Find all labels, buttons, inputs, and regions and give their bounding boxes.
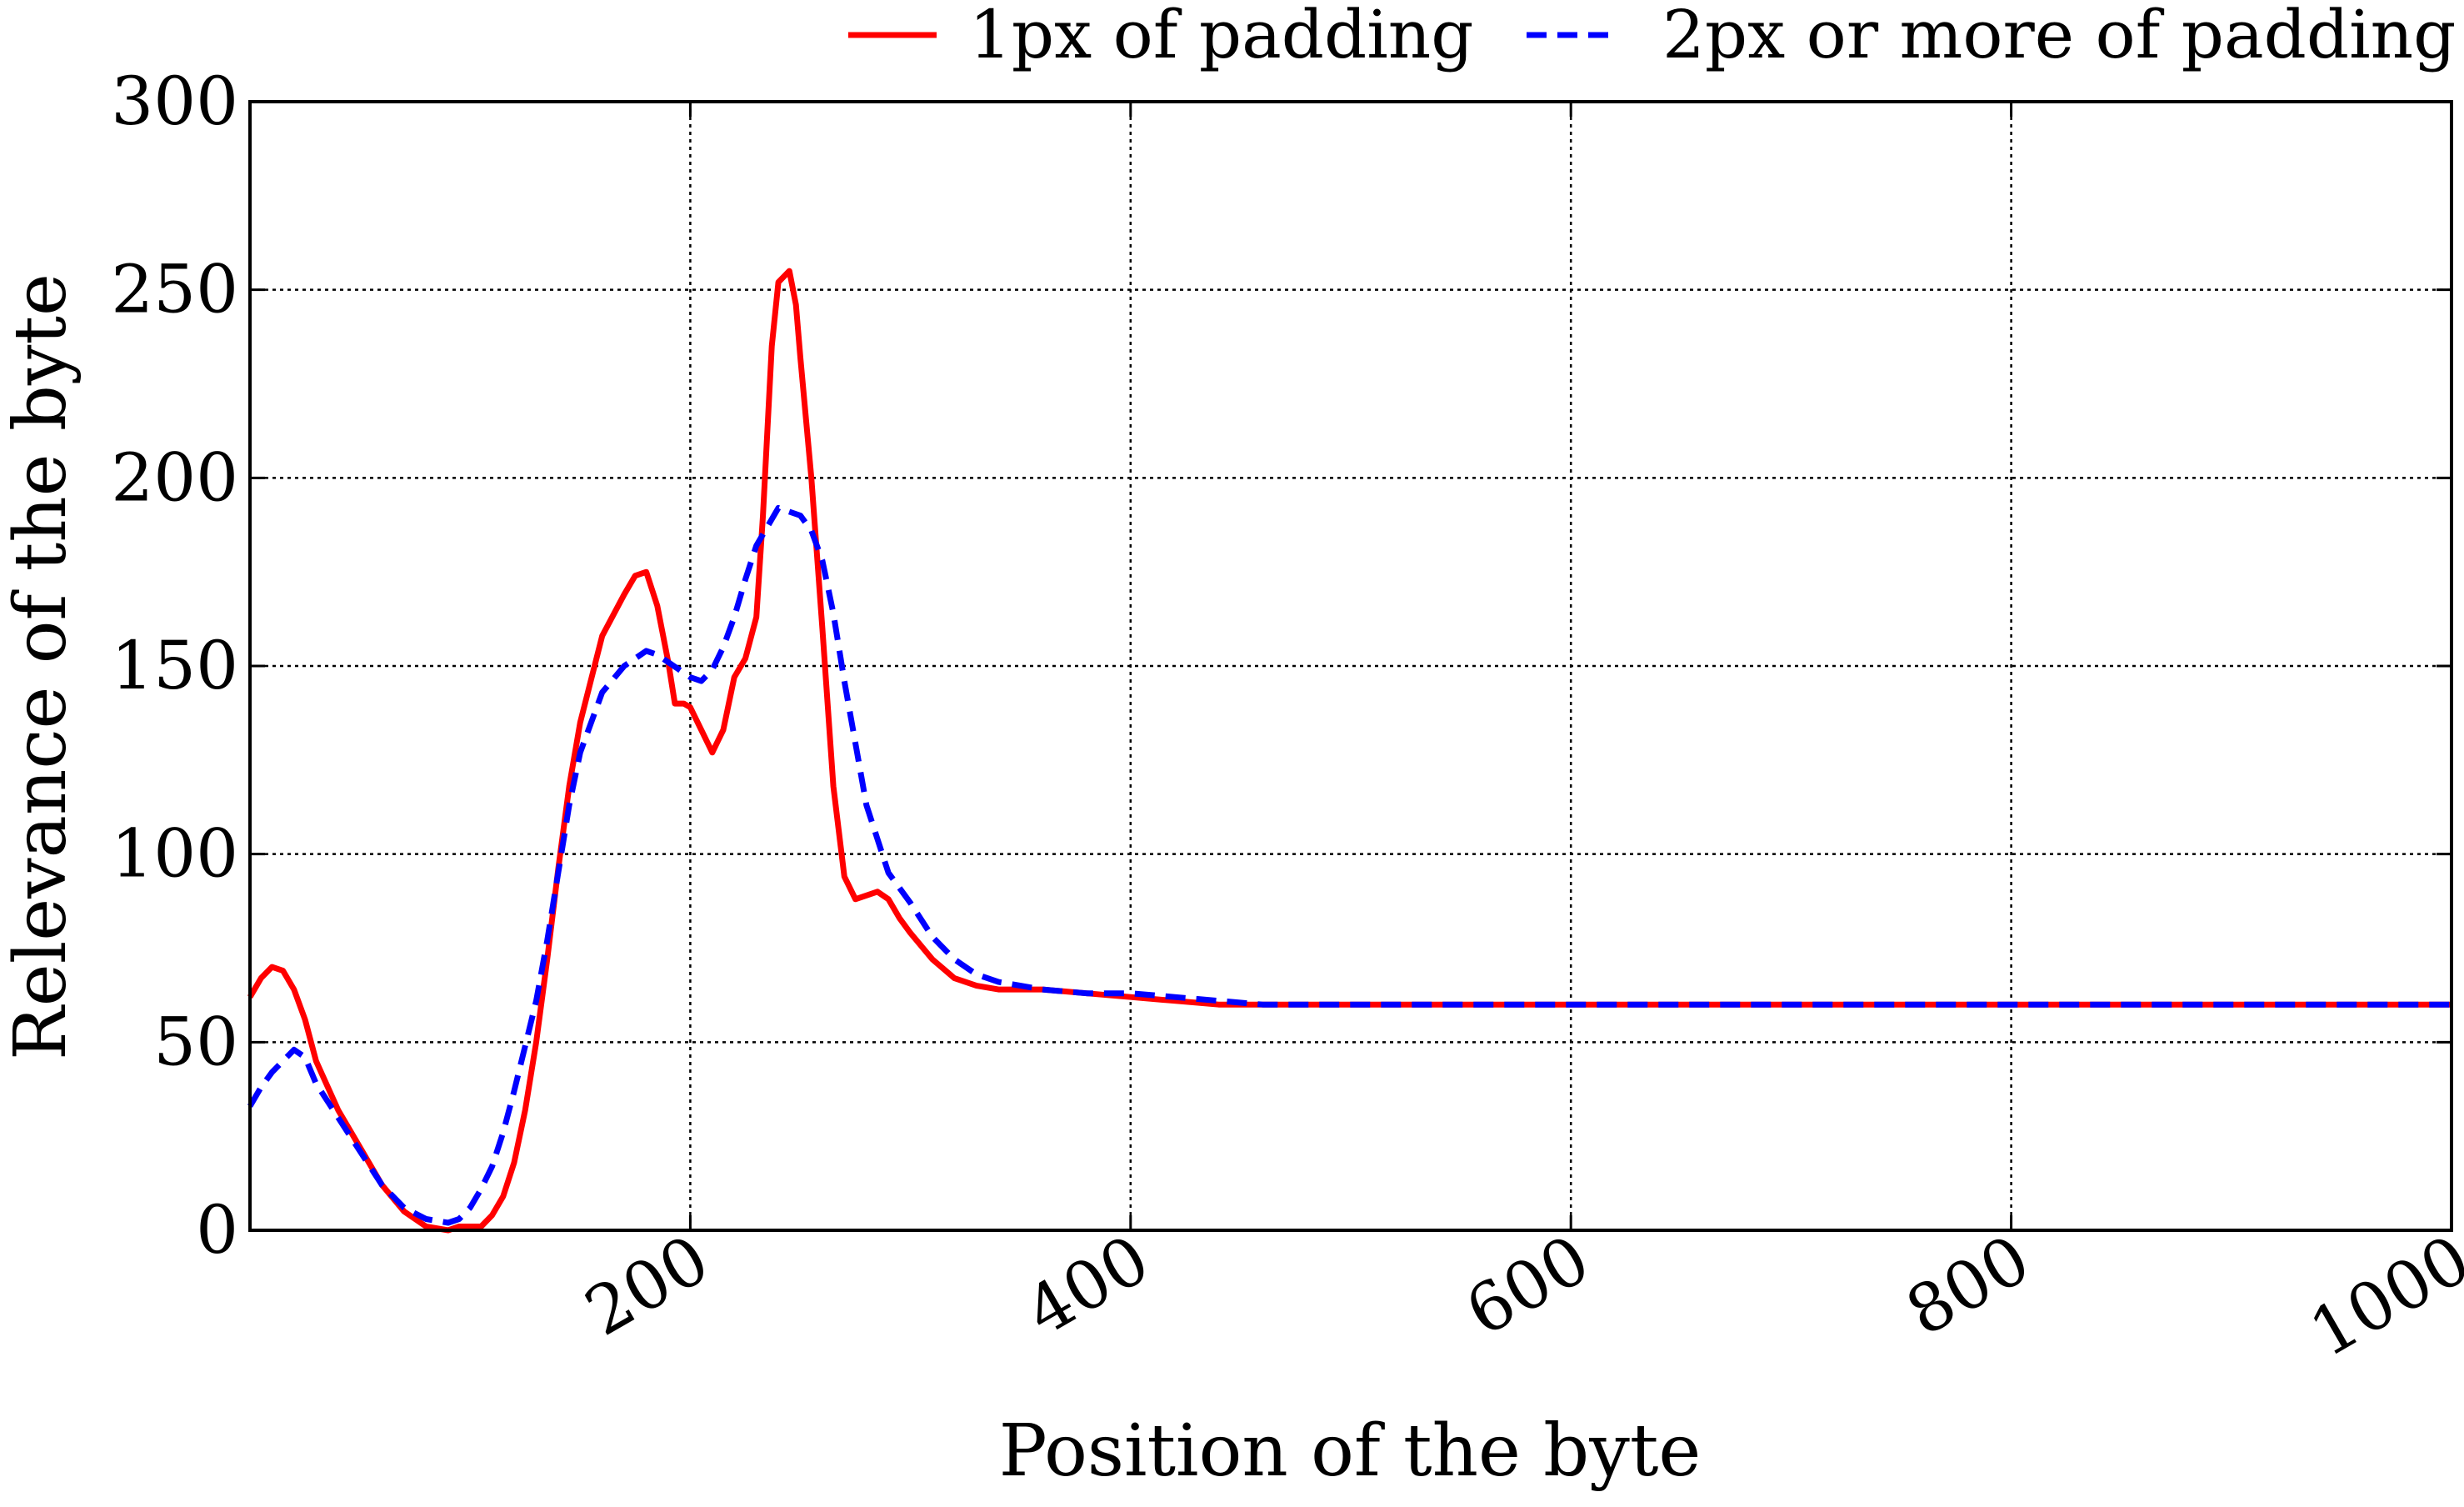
legend-label-2px-or-more-of-padding: 2px or more of padding (1662, 0, 2456, 73)
legend-label-1px-of-padding: 1px of padding (969, 0, 1474, 73)
y-tick-label: 100 (111, 815, 238, 893)
y-tick-label: 50 (153, 1003, 238, 1080)
x-tick-label: 800 (1893, 1220, 2042, 1351)
x-tick-label: 1000 (2297, 1220, 2464, 1372)
x-tick-label: 400 (1013, 1220, 1162, 1351)
series-lines (247, 268, 2452, 1234)
x-tick-label: 200 (572, 1220, 722, 1351)
legend: 1px of padding 2px or more of padding (848, 0, 2456, 73)
series-line-2px-or-more-of-padding (247, 504, 2452, 1226)
x-axis-label: Position of the byte (999, 1409, 1702, 1493)
grid-lines (250, 102, 2452, 1230)
x-tick-label: 600 (1453, 1220, 1602, 1351)
y-axis-label: Relevance of the byte (0, 273, 82, 1060)
y-tick-label: 250 (111, 251, 238, 328)
y-tick-label: 0 (196, 1191, 238, 1269)
y-tick-label: 300 (111, 63, 238, 140)
y-tick-label: 150 (111, 627, 238, 704)
y-tick-label: 200 (111, 438, 238, 516)
axis-ticks: 200 400 600 800 1000 0 50 100 150 200 250 300 (111, 63, 2464, 1372)
